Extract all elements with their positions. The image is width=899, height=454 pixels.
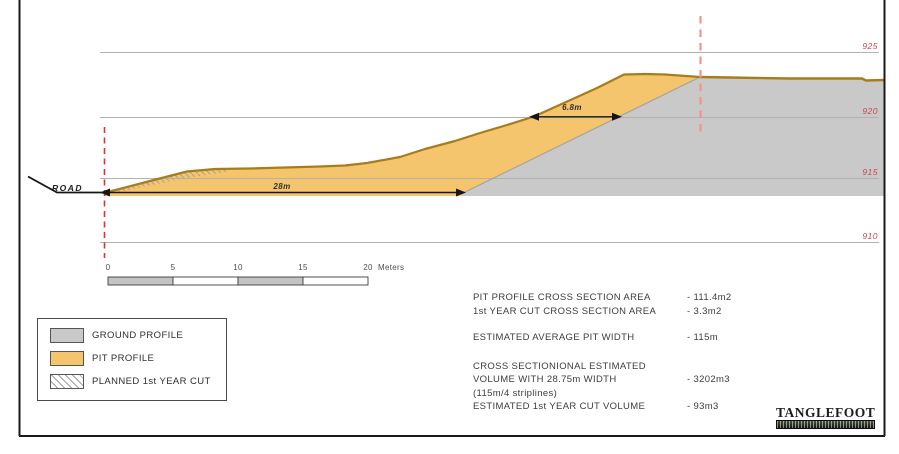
stat-value: - 111.4m2 <box>687 292 732 303</box>
logo-wordmark: TANGLEFOOT <box>776 405 876 420</box>
ground-profile-area <box>462 77 884 196</box>
stat-value: - 93m3 <box>687 401 719 412</box>
stat-label: PIT PROFILE CROSS SECTION AREA <box>473 292 651 303</box>
stat-value: - 115m <box>687 332 718 343</box>
legend-label: PLANNED 1st YEAR CUT <box>92 375 211 387</box>
stats-block: PIT PROFILE CROSS SECTION AREA - 111.4m2… <box>473 291 893 414</box>
legend-item-planned-cut: PLANNED 1st YEAR CUT <box>50 373 211 389</box>
sheet-frame <box>18 0 886 437</box>
logo-image-strip <box>776 420 875 429</box>
stat-value: - 3202m3 <box>687 374 730 385</box>
stat-row-volume-line3: (115m/4 striplines) <box>473 387 893 401</box>
bench-dimension-label: 6.8m <box>562 103 582 112</box>
legend-label: GROUND PROFILE <box>92 329 184 341</box>
ground-profile-edge <box>461 76 701 195</box>
elevation-gridlines <box>100 52 879 243</box>
bench-width-dimension-arrow <box>529 112 622 121</box>
legend-box: GROUND PROFILE PIT PROFILE PLANNED 1st Y… <box>37 318 227 401</box>
stat-row-cut-area: 1st YEAR CUT CROSS SECTION AREA - 3.3m2 <box>473 305 893 319</box>
scale-tick-5: 5 <box>170 263 176 272</box>
scale-tick-10: 10 <box>233 263 243 272</box>
stat-label: 1st YEAR CUT CROSS SECTION AREA <box>473 305 657 317</box>
scale-tick-15: 15 <box>298 263 308 272</box>
company-logo: TANGLEFOOT <box>776 406 876 429</box>
legend-label: PIT PROFILE <box>92 352 155 364</box>
legend-item-ground-profile: GROUND PROFILE <box>50 327 183 343</box>
planned-cut-hatch-area <box>106 168 226 193</box>
scale-bar <box>107 276 369 286</box>
scale-tick-20: 20 <box>363 263 373 272</box>
ground-surface-top-line <box>699 75 885 82</box>
stat-row-volume-line1: CROSS SECTIONIONAL ESTIMATED <box>473 360 893 374</box>
stat-label: VOLUME WITH 28.75m WIDTH <box>473 374 617 385</box>
stat-row-cut-volume: ESTIMATED 1st YEAR CUT VOLUME - 93m3 <box>473 400 893 414</box>
stat-label: ESTIMATED 1st YEAR CUT VOLUME <box>473 401 646 412</box>
road-line <box>27 175 104 194</box>
legend-item-pit-profile: PIT PROFILE <box>50 350 154 366</box>
stat-label: CROSS SECTIONIONAL ESTIMATED <box>473 360 646 372</box>
stat-value: - 3.3m2 <box>687 305 722 317</box>
pit-profile-surface-line <box>103 72 701 195</box>
stat-label: ESTIMATED AVERAGE PIT WIDTH <box>473 332 635 343</box>
stat-label: (115m/4 striplines) <box>473 387 558 399</box>
planned-cut-swatch <box>50 373 84 389</box>
road-label: ROAD <box>52 183 84 193</box>
elevation-label-915: 915 <box>862 167 878 177</box>
pit-width-dimension-label: 28m <box>273 182 291 191</box>
pit-profile-swatch <box>50 350 84 366</box>
stat-row-volume-line2: VOLUME WITH 28.75m WIDTH - 3202m3 <box>473 373 893 387</box>
pit-width-dimension-arrow <box>100 188 466 197</box>
scale-tick-0: 0 <box>105 263 111 272</box>
scale-unit-label: Meters <box>378 263 405 272</box>
stat-row-avg-width: ESTIMATED AVERAGE PIT WIDTH - 115m <box>473 331 893 345</box>
elevation-label-925: 925 <box>862 41 878 51</box>
stat-row-pit-area: PIT PROFILE CROSS SECTION AREA - 111.4m2 <box>473 291 893 305</box>
ground-profile-swatch <box>50 327 84 343</box>
elevation-label-910: 910 <box>862 231 878 241</box>
elevation-label-920: 920 <box>862 106 878 116</box>
